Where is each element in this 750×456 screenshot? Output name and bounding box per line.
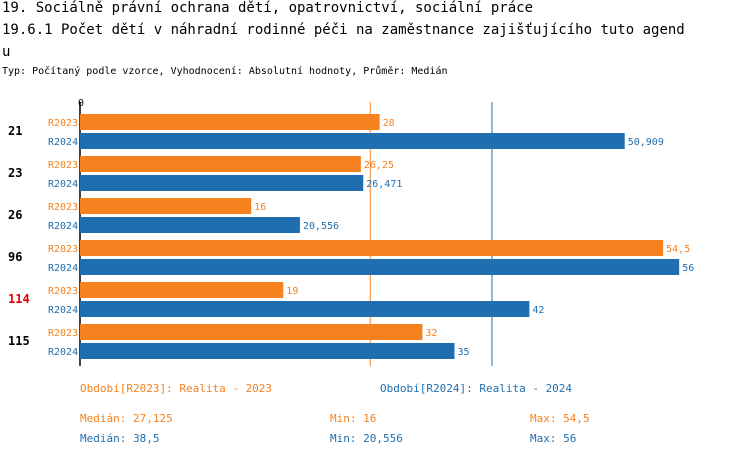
series-label-r2023-114: R2023: [48, 286, 78, 297]
bar-r2024-21: [80, 133, 625, 149]
chart-subtitle: Typ: Počítaný podle vzorce, Vyhodnocení:…: [2, 66, 448, 77]
bar-r2024-23: [80, 175, 364, 191]
bar-r2024-96: [80, 259, 680, 275]
bar-r2024-26: [80, 217, 300, 233]
value-label-r2023-23: 26,25: [364, 160, 394, 171]
legend-series-2024: Období[R2024]: Realita - 2024: [380, 382, 573, 395]
category-label-21: 21: [8, 124, 22, 138]
bar-r2023-21: [80, 114, 380, 130]
category-label-114: 114: [8, 292, 30, 306]
series-label-r2024-114: R2024: [48, 305, 78, 316]
category-label-115: 115: [8, 334, 30, 348]
stat-min-2023: Min: 16: [330, 412, 377, 425]
series-label-r2023-26: R2023: [48, 202, 78, 213]
series-label-r2024-115: R2024: [48, 347, 78, 358]
chart-section-title: 19. Sociálně právní ochrana dětí, opatro…: [2, 0, 534, 16]
stat-min-2024: Min: 20,556: [330, 432, 403, 445]
value-label-r2024-96: 56: [682, 263, 694, 274]
value-label-r2023-114: 19: [286, 286, 298, 297]
category-label-96: 96: [8, 250, 22, 264]
series-label-r2023-115: R2023: [48, 328, 78, 339]
value-label-r2024-21: 50,909: [628, 137, 664, 148]
bar-r2023-114: [80, 282, 284, 298]
series-label-r2023-21: R2023: [48, 118, 78, 129]
bar-r2024-115: [80, 343, 455, 359]
value-label-r2024-23: 26,471: [366, 179, 402, 190]
axis-zero-label: 0: [78, 98, 84, 109]
series-label-r2024-96: R2024: [48, 263, 78, 274]
value-label-r2024-115: 35: [458, 347, 470, 358]
series-label-r2024-26: R2024: [48, 221, 78, 232]
value-label-r2024-114: 42: [532, 305, 544, 316]
value-label-r2023-26: 16: [254, 202, 266, 213]
legend-series-2023: Období[R2023]: Realita - 2023: [80, 382, 273, 395]
bar-r2023-115: [80, 324, 423, 340]
chart-title-continued: u: [2, 44, 11, 60]
bar-r2023-96: [80, 240, 664, 256]
chart-title: 19.6.1 Počet dětí v náhradní rodinné péč…: [2, 22, 685, 38]
stat-max-2024: Max: 56: [530, 432, 577, 445]
category-label-23: 23: [8, 166, 22, 180]
stat-max-2023: Max: 54,5: [530, 412, 590, 425]
value-label-r2024-26: 20,556: [303, 221, 339, 232]
bar-r2024-114: [80, 301, 530, 317]
bar-r2023-23: [80, 156, 361, 172]
category-label-26: 26: [8, 208, 22, 222]
stat-median-2023: Medián: 27,125: [80, 412, 173, 425]
stat-median-2024: Medián: 38,5: [80, 432, 160, 445]
bar-r2023-26: [80, 198, 252, 214]
series-label-r2024-21: R2024: [48, 137, 78, 148]
value-label-r2023-115: 32: [425, 328, 437, 339]
series-label-r2023-23: R2023: [48, 160, 78, 171]
series-label-r2024-23: R2024: [48, 179, 78, 190]
series-label-r2023-96: R2023: [48, 244, 78, 255]
value-label-r2023-21: 28: [383, 118, 395, 129]
value-label-r2023-96: 54,5: [666, 244, 690, 255]
